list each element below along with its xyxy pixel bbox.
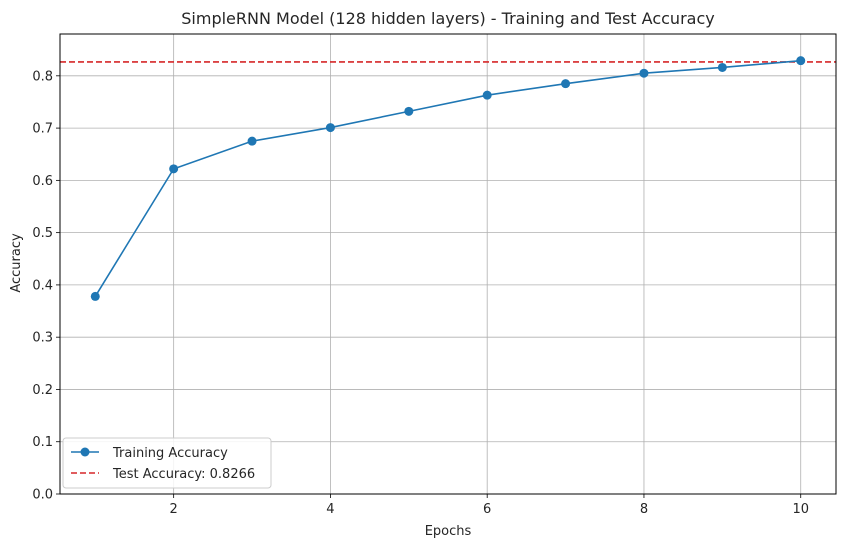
y-tick-label: 0.8	[32, 69, 53, 84]
x-axis-ticks: 2 4 6 8 10	[170, 494, 809, 517]
x-tick-label: 10	[792, 502, 809, 517]
x-tick-label: 6	[483, 502, 491, 517]
y-tick-label: 0.3	[32, 331, 53, 346]
training-accuracy-series	[90, 56, 806, 301]
training-accuracy-point	[404, 106, 414, 116]
y-tick-label: 0.2	[32, 383, 53, 398]
training-accuracy-point	[482, 90, 492, 100]
y-tick-label: 0.7	[32, 122, 53, 137]
y-tick-label: 0.4	[32, 278, 53, 293]
training-accuracy-line	[94, 59, 801, 297]
training-accuracy-point	[561, 79, 571, 89]
training-accuracy-point	[639, 68, 649, 78]
y-tick-label: 0.6	[32, 174, 53, 189]
y-tick-label: 0.5	[32, 226, 53, 241]
training-accuracy-point	[90, 291, 100, 301]
y-axis-ticks: 0.0 0.1 0.2 0.3 0.4 0.5 0.6 0.7 0.8	[32, 69, 60, 503]
y-tick-label: 0.1	[32, 435, 53, 450]
plot-frame	[59, 33, 837, 495]
x-tick-label: 2	[170, 502, 178, 517]
legend-box	[62, 437, 272, 489]
training-accuracy-point	[169, 164, 179, 174]
training-accuracy-point	[325, 123, 335, 133]
x-tick-label: 8	[640, 502, 648, 517]
legend-training-label: Training Accuracy	[112, 446, 228, 461]
chart-title: SimpleRNN Model (128 hidden layers) - Tr…	[181, 9, 714, 28]
legend-training-marker-swatch	[80, 447, 90, 457]
y-tick-label: 0.0	[32, 488, 53, 503]
training-accuracy-point	[796, 56, 806, 66]
y-axis-label: Accuracy	[9, 233, 24, 293]
legend: Training Accuracy Test Accuracy: 0.8266	[62, 437, 272, 489]
training-accuracy-point	[717, 62, 727, 72]
x-tick-label: 4	[326, 502, 334, 517]
x-axis-label: Epochs	[425, 524, 472, 539]
legend-test-label: Test Accuracy: 0.8266	[112, 467, 255, 482]
training-accuracy-point	[247, 136, 257, 146]
